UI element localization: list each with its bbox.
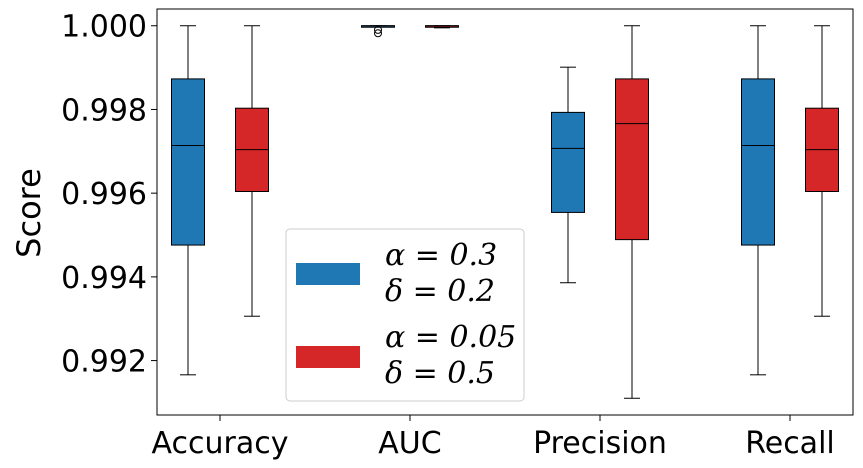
x-tick-label: Recall xyxy=(745,426,835,461)
legend-swatch-series-1 xyxy=(296,263,360,285)
legend-label-series-2-line-1: α = 0.05 xyxy=(385,320,516,355)
legend-label-series-1-line-2: δ = 0.2 xyxy=(385,274,495,309)
legend: α = 0.3 δ = 0.2 α = 0.05 δ = 0.5 xyxy=(285,228,525,402)
box-1-accuracy xyxy=(171,25,205,376)
box-1-auc xyxy=(361,25,395,38)
y-tick-label: 0.996 xyxy=(61,177,147,212)
y-tick-label: 0.992 xyxy=(61,345,147,380)
plot-area xyxy=(171,25,839,399)
x-tick-label: Accuracy xyxy=(152,426,289,461)
box-2-auc xyxy=(425,25,459,29)
box-body xyxy=(551,111,585,213)
x-tick-label: Precision xyxy=(533,426,667,461)
outlier-point xyxy=(374,25,382,34)
outlier-point xyxy=(374,29,382,38)
legend-label-series-2-line-2: δ = 0.5 xyxy=(385,356,495,391)
y-axis: 0.992 0.994 0.996 0.998 1.000 xyxy=(61,10,157,380)
box-body xyxy=(615,78,649,241)
y-axis-label: Score xyxy=(10,168,48,258)
y-tick-label: 0.994 xyxy=(61,261,147,296)
y-tick-label: 0.998 xyxy=(61,93,147,128)
legend-swatch-series-2 xyxy=(296,346,360,368)
y-tick-label: 1.000 xyxy=(61,10,147,45)
box-2-recall xyxy=(805,25,839,317)
box-body xyxy=(741,78,775,246)
box-2-precision xyxy=(615,25,649,399)
box-2-accuracy xyxy=(235,25,269,317)
box-1-precision xyxy=(551,66,585,284)
box-1-recall xyxy=(741,25,775,376)
axes-frame xyxy=(156,8,854,416)
x-tick-label: AUC xyxy=(378,426,441,461)
x-axis: Accuracy AUC Precision Recall xyxy=(152,415,835,461)
box-body xyxy=(171,78,205,246)
legend-label-series-1-line-1: α = 0.3 xyxy=(385,238,497,273)
